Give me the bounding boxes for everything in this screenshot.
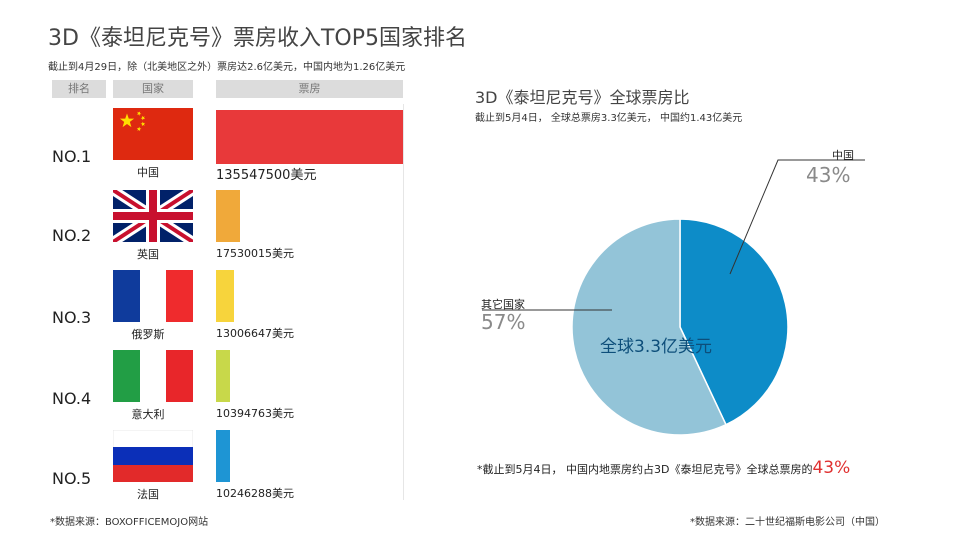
pie-center-label: 全球3.3亿美元 bbox=[600, 337, 713, 357]
bar bbox=[216, 110, 403, 164]
rank-label: NO.1 bbox=[52, 147, 92, 166]
header-country: 国家 bbox=[113, 80, 193, 98]
pie-label-china: 中国 bbox=[832, 149, 854, 162]
bar-value-label: 10394763美元 bbox=[216, 407, 294, 420]
flag-china-icon bbox=[113, 108, 193, 160]
bar-value-label: 10246288美元 bbox=[216, 487, 294, 500]
pie-pct-others: 57% bbox=[481, 310, 526, 334]
pie-slice-china bbox=[679, 218, 789, 426]
flag-italy-icon bbox=[113, 350, 193, 402]
leader-line-china bbox=[729, 159, 865, 275]
bar bbox=[216, 270, 234, 322]
flag-uk-icon bbox=[113, 190, 193, 242]
bar-value-label: 135547500美元 bbox=[216, 168, 317, 183]
page-subtitle: 截止到4月29日，除（北美地区之外）票房达2.6亿美元，中国内地为1.26亿美元 bbox=[48, 62, 406, 73]
bar bbox=[216, 190, 240, 242]
pie-note-text: *截止到5月4日， 中国内地票房约占3D《泰坦尼克号》全球总票房的 bbox=[477, 463, 813, 476]
country-label: 俄罗斯 bbox=[131, 328, 165, 341]
pie-slice-others bbox=[571, 218, 727, 436]
pie-note-highlight: 43% bbox=[812, 458, 851, 478]
country-label: 英国 bbox=[137, 248, 159, 261]
rank-label: NO.2 bbox=[52, 226, 92, 245]
flag-france-icon bbox=[113, 270, 193, 322]
country-label: 中国 bbox=[137, 166, 159, 179]
source-left: *数据来源：BOXOFFICEMOJO网站 bbox=[50, 517, 209, 528]
header-box-office: 票房 bbox=[216, 80, 403, 98]
bar-axis-line bbox=[403, 104, 404, 500]
flag-russia-icon bbox=[113, 430, 193, 482]
rank-label: NO.3 bbox=[52, 308, 92, 327]
pie-title: 3D《泰坦尼克号》全球票房比 bbox=[475, 88, 690, 107]
rank-label: NO.5 bbox=[52, 469, 92, 488]
country-label: 意大利 bbox=[131, 408, 165, 421]
source-right: *数据来源：二十世纪福斯电影公司（中国） bbox=[690, 517, 885, 528]
pie-pct-china: 43% bbox=[806, 163, 851, 187]
pie-chart bbox=[482, 159, 865, 436]
rank-label: NO.4 bbox=[52, 389, 92, 408]
bar-value-label: 13006647美元 bbox=[216, 327, 294, 340]
pie-label-others: 其它国家 bbox=[481, 298, 525, 311]
pie-note: *截止到5月4日， 中国内地票房约占3D《泰坦尼克号》全球总票房的43% bbox=[477, 458, 850, 478]
bar-value-label: 17530015美元 bbox=[216, 247, 294, 260]
header-rank: 排名 bbox=[52, 80, 106, 98]
bar bbox=[216, 430, 230, 482]
bar bbox=[216, 350, 230, 402]
pie-subtitle: 截止到5月4日， 全球总票房3.3亿美元， 中国约1.43亿美元 bbox=[475, 113, 743, 124]
country-label: 法国 bbox=[137, 488, 159, 501]
page-title: 3D《泰坦尼克号》票房收入TOP5国家排名 bbox=[48, 26, 467, 51]
